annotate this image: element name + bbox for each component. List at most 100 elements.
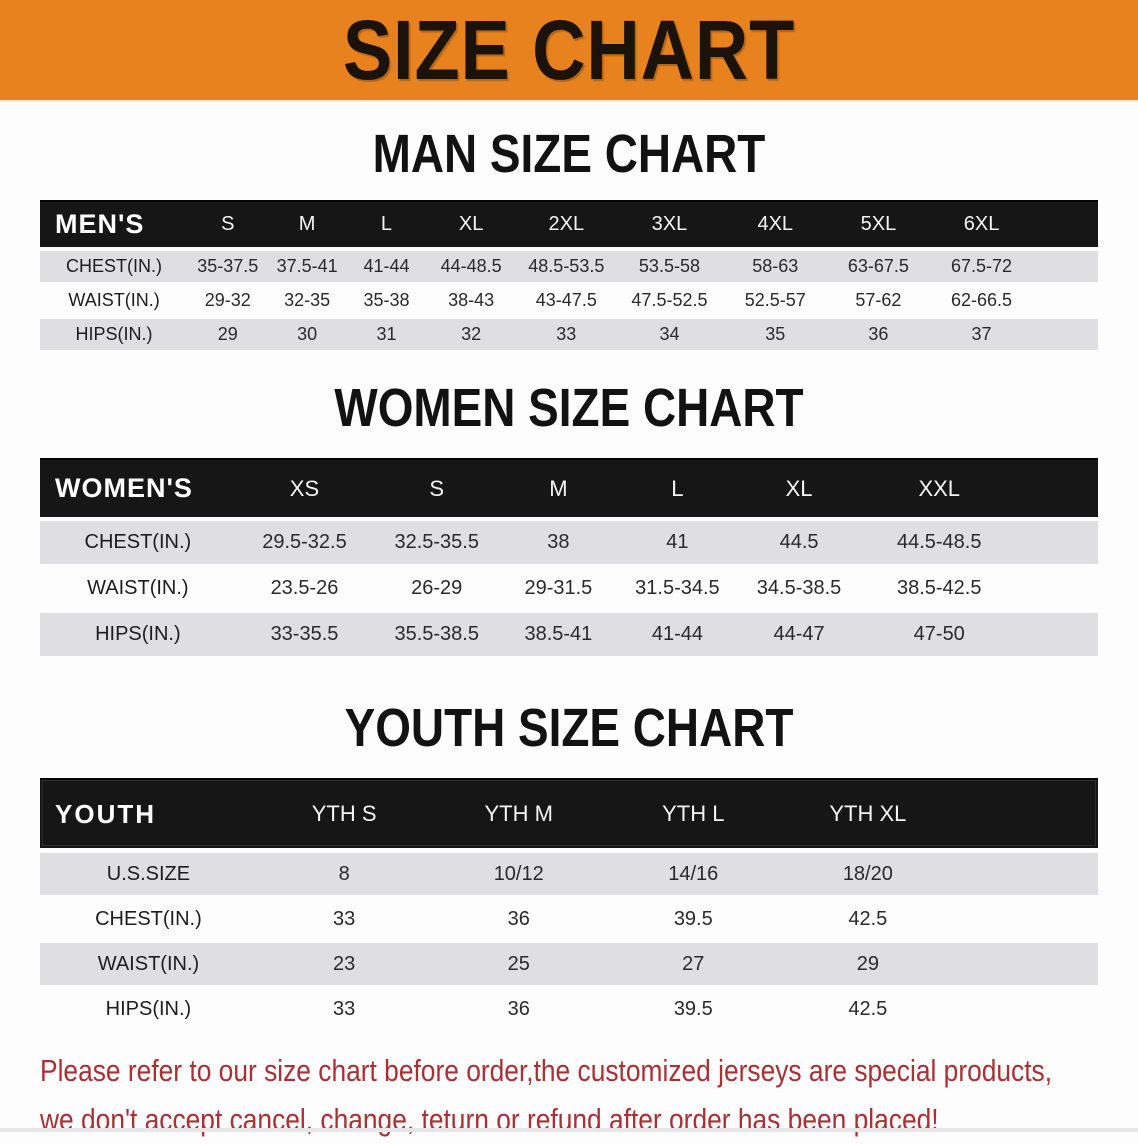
cell-value: 29.5-32.5 — [262, 531, 347, 553]
column-header: 3XL — [651, 213, 688, 235]
youth-section-title: YOUTH SIZE CHART — [0, 701, 1138, 755]
cell-value: 43-47.5 — [535, 290, 597, 310]
cell-value: 33 — [556, 324, 577, 344]
cell-value: 47-50 — [913, 623, 965, 645]
table-row: CHEST(IN.) 33 36 39.5 42.5 — [40, 898, 1098, 940]
column-header: YTH L — [662, 801, 725, 826]
cell-value: 14/16 — [668, 862, 719, 885]
column-header: YTH M — [484, 801, 553, 826]
column-header: M — [549, 475, 568, 501]
column-header: M — [298, 213, 316, 235]
column-header: S — [429, 475, 445, 501]
cell-value: 44-47 — [773, 623, 825, 645]
row-label: WAIST(IN.) — [87, 577, 189, 599]
cell-value: 31 — [376, 324, 397, 344]
women-section-title-text: WOMEN SIZE CHART — [334, 378, 804, 438]
youth-group-label: YOUTH — [55, 798, 156, 829]
footer-note-line2: we don't accept cancel, change, teturn o… — [40, 1102, 939, 1137]
cell-value: 23 — [333, 952, 356, 975]
row-label: U.S.SIZE — [106, 862, 191, 885]
cell-value: 34 — [659, 324, 680, 344]
cell-value: 42.5 — [848, 997, 888, 1020]
cell-value: 38-43 — [448, 290, 495, 310]
row-label: WAIST(IN.) — [68, 290, 160, 310]
cell-value: 35.5-38.5 — [394, 623, 479, 645]
cell-value: 29 — [217, 324, 238, 344]
row-label: HIPS(IN.) — [105, 997, 192, 1020]
youth-size-table: YOUTH YTH S YTH M YTH L YTH XL U.S.SIZE … — [40, 778, 1098, 1030]
cell-value: 18/20 — [842, 862, 893, 885]
cell-value: 57-62 — [855, 290, 902, 310]
cell-value: 44.5-48.5 — [896, 531, 982, 553]
column-header: XS — [289, 475, 320, 501]
column-header: 5XL — [860, 213, 897, 235]
table-row: U.S.SIZE 8 10/12 14/16 18/20 — [40, 853, 1098, 895]
cell-value: 34.5-38.5 — [756, 577, 842, 599]
bottom-divider — [0, 1128, 1138, 1132]
cell-value: 25 — [507, 952, 530, 975]
cell-value: 39.5 — [673, 907, 713, 930]
column-header: YTH S — [311, 801, 377, 826]
cell-value: 30 — [297, 324, 318, 344]
men-size-table: MEN'S S M L XL 2XL 3XL 4XL 5XL 6XL CHEST… — [40, 200, 1098, 350]
cell-value: 35 — [765, 324, 786, 344]
column-header: 6XL — [963, 213, 1000, 235]
column-header: L — [671, 475, 684, 501]
row-label: CHEST(IN.) — [84, 531, 192, 553]
column-header: 2XL — [548, 213, 585, 235]
women-section-title: WOMEN SIZE CHART — [0, 378, 1138, 438]
cell-value: 58-63 — [752, 256, 799, 276]
women-group-label: WOMEN'S — [55, 473, 193, 503]
cell-value: 67.5-72 — [951, 256, 1013, 276]
cell-value: 44.5 — [779, 531, 819, 553]
cell-value: 62-66.5 — [951, 290, 1013, 310]
footer-note: Please refer to our size chart before or… — [0, 1046, 1138, 1144]
cell-value: 41-44 — [651, 623, 703, 645]
column-header: XXL — [918, 475, 961, 501]
row-label: HIPS(IN.) — [95, 623, 181, 645]
cell-value: 47.5-52.5 — [631, 290, 708, 310]
women-table-header: WOMEN'S XS S M L XL XXL — [40, 458, 1098, 517]
men-section-title: MAN SIZE CHART — [0, 124, 1138, 184]
table-row: CHEST(IN.) 29.5-32.5 32.5-35.5 38 41 44.… — [40, 521, 1098, 564]
column-header: 4XL — [757, 213, 794, 235]
cell-value: 29-32 — [204, 290, 251, 310]
cell-value: 26-29 — [411, 577, 463, 599]
cell-value: 31.5-34.5 — [635, 577, 720, 599]
cell-value: 41 — [666, 531, 689, 553]
cell-value: 37 — [971, 324, 992, 344]
footer-note-line1: Please refer to our size chart before or… — [40, 1053, 1053, 1088]
men-group-label: MEN'S — [55, 209, 145, 239]
column-header: L — [380, 213, 393, 235]
cell-value: 23.5-26 — [270, 577, 339, 599]
cell-value: 36 — [868, 324, 889, 344]
table-row: HIPS(IN.) 33-35.5 35.5-38.5 38.5-41 41-4… — [40, 613, 1098, 656]
cell-value: 42.5 — [848, 907, 888, 930]
cell-value: 32-35 — [284, 290, 331, 310]
cell-value: 39.5 — [673, 997, 713, 1020]
cell-value: 37.5-41 — [276, 256, 338, 276]
cell-value: 27 — [682, 952, 705, 975]
cell-value: 38.5-42.5 — [896, 577, 982, 599]
table-row: WAIST(IN.) 23.5-26 26-29 29-31.5 31.5-34… — [40, 567, 1098, 610]
row-label: CHEST(IN.) — [66, 256, 163, 276]
cell-value: 36 — [507, 997, 530, 1020]
cell-value: 32.5-35.5 — [394, 531, 479, 553]
column-header: YTH XL — [829, 801, 907, 826]
cell-value: 35-37.5 — [197, 256, 259, 276]
cell-value: 44-48.5 — [440, 256, 502, 276]
cell-value: 53.5-58 — [638, 256, 700, 276]
cell-value: 48.5-53.5 — [528, 256, 605, 276]
column-header: XL — [458, 213, 484, 235]
cell-value: 8 — [338, 862, 350, 885]
men-section-title-text: MAN SIZE CHART — [372, 124, 766, 184]
youth-table-header: YOUTH YTH S YTH M YTH L YTH XL — [40, 778, 1098, 848]
cell-value: 33-35.5 — [270, 623, 339, 645]
cell-value: 63-67.5 — [847, 256, 909, 276]
banner: SIZE CHART — [0, 0, 1138, 102]
cell-value: 38 — [547, 531, 570, 553]
cell-value: 41-44 — [363, 256, 410, 276]
cell-value: 33 — [333, 907, 356, 930]
row-label: HIPS(IN.) — [75, 324, 153, 344]
